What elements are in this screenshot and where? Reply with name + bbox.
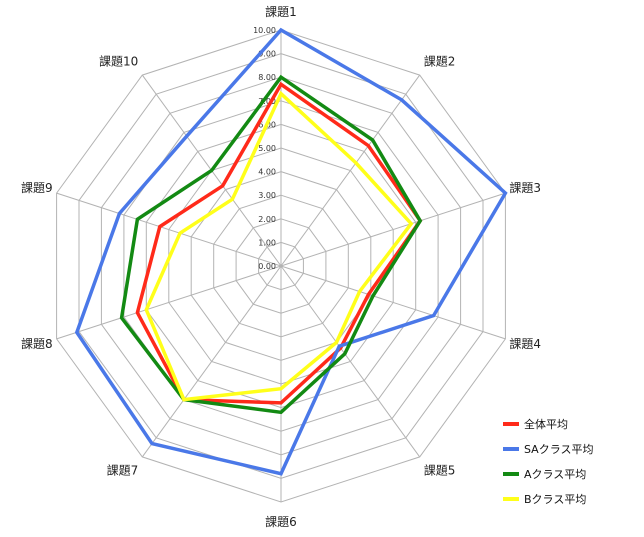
- category-label: 課題9: [21, 180, 53, 195]
- series-line: [144, 90, 414, 402]
- grid: [56, 29, 506, 503]
- tick-label: 0.00: [258, 262, 276, 271]
- legend-label: Aクラス平均: [524, 468, 586, 481]
- category-label: 課題8: [21, 336, 53, 351]
- category-label: 課題5: [424, 463, 456, 478]
- category-label: 課題7: [107, 463, 139, 478]
- tick-label: 2.00: [258, 215, 276, 224]
- legend-label: Bクラス平均: [524, 493, 586, 506]
- category-labels: 課題1 課題2 課題3 課題4 課題5 課題6 課題7 課題8 課題9 課題10: [21, 4, 541, 529]
- tick-label: 10.00: [253, 26, 276, 35]
- tick-label: 7.00: [258, 97, 276, 106]
- legend: 全体平均 SAクラス平均 Aクラス平均 Bクラス平均: [503, 417, 594, 506]
- grid-spoke: [56, 192, 282, 267]
- category-label: 課題10: [99, 53, 138, 68]
- tick-label: 3.00: [258, 191, 276, 200]
- tick-label: 9.00: [258, 50, 276, 59]
- category-label: 課題4: [509, 336, 541, 351]
- grid-spoke: [141, 265, 282, 458]
- tick-label: 4.00: [258, 168, 276, 177]
- category-label: 課題6: [265, 514, 297, 529]
- tick-label: 5.00: [258, 144, 276, 153]
- grid-spoke: [280, 192, 506, 267]
- series-line: [119, 74, 423, 415]
- category-label: 課題3: [509, 180, 541, 195]
- legend-label: 全体平均: [524, 417, 568, 431]
- series-lines: [74, 27, 508, 476]
- grid-spoke: [280, 265, 506, 340]
- legend-label: SAクラス平均: [524, 443, 594, 456]
- category-label: 課題2: [424, 53, 456, 68]
- series-line: [74, 27, 508, 476]
- tick-label: 1.00: [258, 238, 276, 247]
- tick-label: 8.00: [258, 73, 276, 82]
- grid-spoke: [56, 265, 282, 340]
- series-line: [135, 81, 423, 405]
- tick-labels: 0.001.002.003.004.005.006.007.008.009.00…: [253, 26, 276, 271]
- category-label: 課題1: [265, 4, 297, 19]
- grid-spoke: [280, 265, 421, 458]
- grid-spoke: [280, 74, 421, 267]
